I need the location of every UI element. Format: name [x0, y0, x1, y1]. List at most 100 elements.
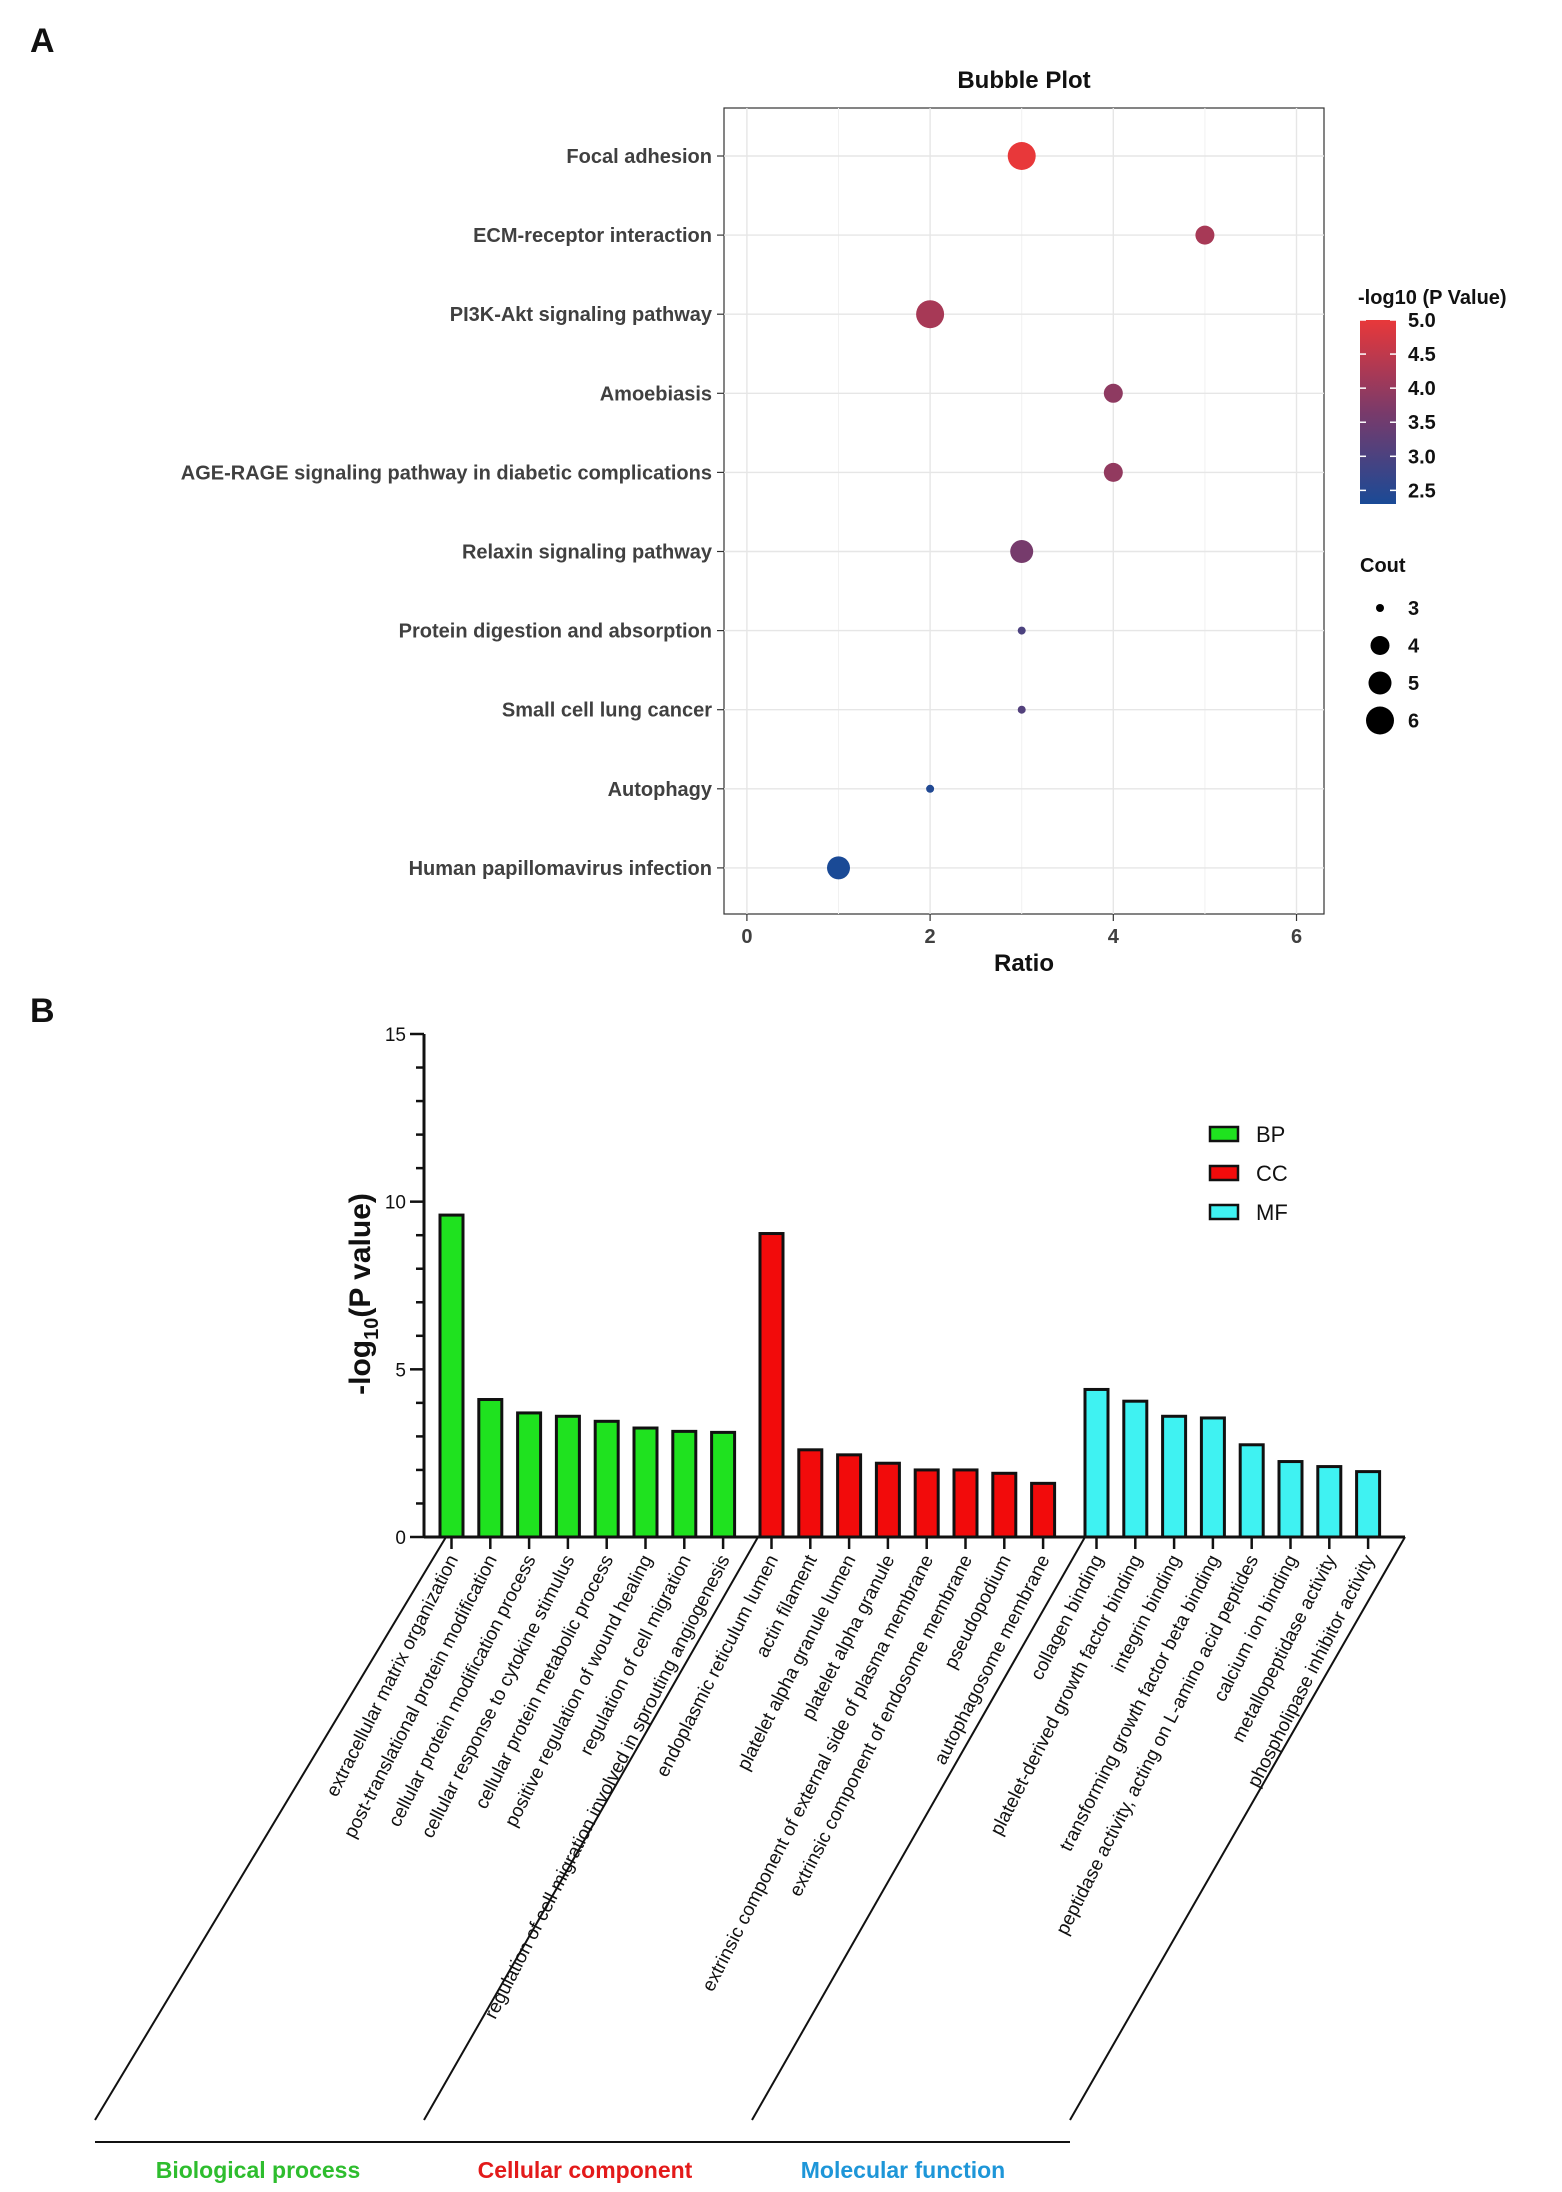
- bubble-x-axis: 0 2 4 6: [741, 914, 1302, 948]
- color-tick-label: 2.5: [1408, 480, 1436, 502]
- size-legend-label: 5: [1408, 673, 1419, 695]
- size-legend-dot: [1366, 706, 1394, 735]
- y-tick-label: Small cell lung cancer: [502, 700, 712, 722]
- bar-y-label-tail: (P value): [344, 1193, 377, 1318]
- legend-swatch: [1208, 1125, 1240, 1143]
- y-tick-label: PI3K-Akt signaling pathway: [450, 304, 713, 326]
- bubble-point: [827, 856, 851, 880]
- y-tick-label: 15: [385, 1025, 406, 1046]
- x-tick-label: 0: [741, 926, 752, 948]
- bubble-point: [1010, 540, 1034, 563]
- bar-bp: [632, 1426, 659, 1539]
- category-brackets: [94, 1536, 1406, 2143]
- y-tick-label: 5: [395, 1360, 406, 1381]
- group-label: Molecular function: [801, 2157, 1005, 2183]
- bubble-x-label: Ratio: [994, 950, 1054, 977]
- y-tick-label: Relaxin signaling pathway: [462, 542, 713, 564]
- legend-label: BP: [1256, 1122, 1285, 1147]
- bar-mf: [1316, 1465, 1343, 1539]
- y-tick-label: Amoebiasis: [600, 383, 712, 405]
- size-legend-dot: [1368, 671, 1392, 695]
- bar-mf: [1083, 1387, 1110, 1539]
- x-tick-label: 4: [1108, 926, 1120, 948]
- bar-series: [438, 1213, 1382, 1539]
- bar-cc: [991, 1471, 1018, 1539]
- bubble-point: [1103, 383, 1123, 403]
- legend-swatch: [1208, 1164, 1240, 1182]
- bar-bp: [477, 1398, 504, 1539]
- x-tick-label: 2: [925, 926, 936, 948]
- panel-a-label: A: [30, 22, 55, 60]
- group-labels: Biological process Cellular component Mole…: [156, 2157, 1005, 2183]
- bar-cc: [836, 1453, 863, 1539]
- bubble-plot-area: [723, 107, 1325, 915]
- bar-mf: [1122, 1399, 1149, 1539]
- bar-bp: [516, 1411, 543, 1539]
- bar-cc: [913, 1468, 940, 1539]
- bubble-point: [1007, 142, 1036, 170]
- panel-b-label: B: [30, 992, 55, 1030]
- bar-y-label: -log10(P value): [344, 1193, 383, 1395]
- color-tick-label: 4.5: [1408, 344, 1436, 366]
- bar-mf: [1277, 1460, 1304, 1539]
- legend-label: CC: [1256, 1161, 1288, 1186]
- x-tick-label: 6: [1291, 926, 1302, 948]
- color-tick-label: 5.0: [1408, 310, 1436, 332]
- bar-mf: [1238, 1443, 1265, 1539]
- bubble-point: [916, 300, 945, 329]
- size-legend-label: 6: [1408, 711, 1419, 733]
- bar-bp: [710, 1430, 737, 1539]
- bar-mf: [1199, 1416, 1226, 1539]
- bar-bp: [438, 1213, 465, 1539]
- group-label: Cellular component: [478, 2157, 693, 2183]
- bar-mf: [1161, 1414, 1188, 1539]
- bar-cc: [758, 1232, 785, 1539]
- bar-y-label-main: -log: [344, 1340, 377, 1395]
- legend-swatch: [1208, 1203, 1240, 1221]
- bar-y-axis: 0 5 10 15: [385, 1025, 426, 1549]
- size-legend-label: 4: [1408, 636, 1420, 658]
- bar-bp: [593, 1419, 620, 1539]
- color-tick-label: 4.0: [1408, 378, 1436, 400]
- bar-category-labels: extracellular matrix organizationpost-tr…: [322, 1535, 1405, 2022]
- bubble-point: [1195, 225, 1215, 245]
- y-tick-label: 0: [395, 1528, 406, 1549]
- bar-cc: [1030, 1481, 1057, 1539]
- y-tick-label: Human papillomavirus infection: [409, 858, 712, 880]
- group-label: Biological process: [156, 2157, 361, 2183]
- y-tick-label: ECM-receptor interaction: [473, 225, 712, 247]
- bar-bp: [671, 1429, 698, 1539]
- bar-y-label-sub: 10: [361, 1318, 383, 1340]
- bubble-point: [1017, 705, 1026, 714]
- legend-label: MF: [1256, 1200, 1288, 1225]
- size-legend-dot: [1370, 636, 1390, 655]
- color-legend-bar: [1360, 320, 1396, 504]
- bar-cc: [952, 1468, 979, 1539]
- bubble-y-axis: Focal adhesion ECM-receptor interaction PI…: [181, 146, 724, 880]
- bubble-point: [1017, 626, 1026, 635]
- y-tick-label: 10: [385, 1193, 406, 1214]
- bubble-title: Bubble Plot: [957, 67, 1090, 94]
- size-legend-label: 3: [1408, 598, 1419, 620]
- y-tick-label: Autophagy: [608, 779, 713, 801]
- bubble-points: [827, 142, 1215, 880]
- color-tick-label: 3.5: [1408, 412, 1436, 434]
- size-legend-title: Cout: [1360, 555, 1406, 577]
- size-legend: 3 4 5 6: [1366, 598, 1420, 735]
- y-tick-label: Protein digestion and absorption: [399, 621, 712, 643]
- y-tick-label: Focal adhesion: [566, 146, 712, 168]
- bracket-diagonal: [751, 1536, 1086, 2121]
- bar-cc: [797, 1448, 824, 1539]
- size-legend-dot: [1376, 604, 1384, 612]
- color-legend-ticks: 5.0 4.5 4.0 3.5 3.0 2.5: [1360, 310, 1436, 502]
- bubble-point: [1103, 462, 1123, 482]
- color-legend-title: -log10 (P Value): [1358, 287, 1507, 309]
- bracket-diagonal: [1069, 1536, 1406, 2121]
- bracket-diagonal: [94, 1536, 447, 2121]
- y-tick-label: AGE-RAGE signaling pathway in diabetic c…: [181, 462, 712, 484]
- bar-legend: BP CC MF: [1208, 1122, 1288, 1225]
- color-tick-label: 3.0: [1408, 446, 1436, 468]
- bar-mf: [1355, 1470, 1382, 1539]
- bracket-diagonal: [423, 1536, 759, 2121]
